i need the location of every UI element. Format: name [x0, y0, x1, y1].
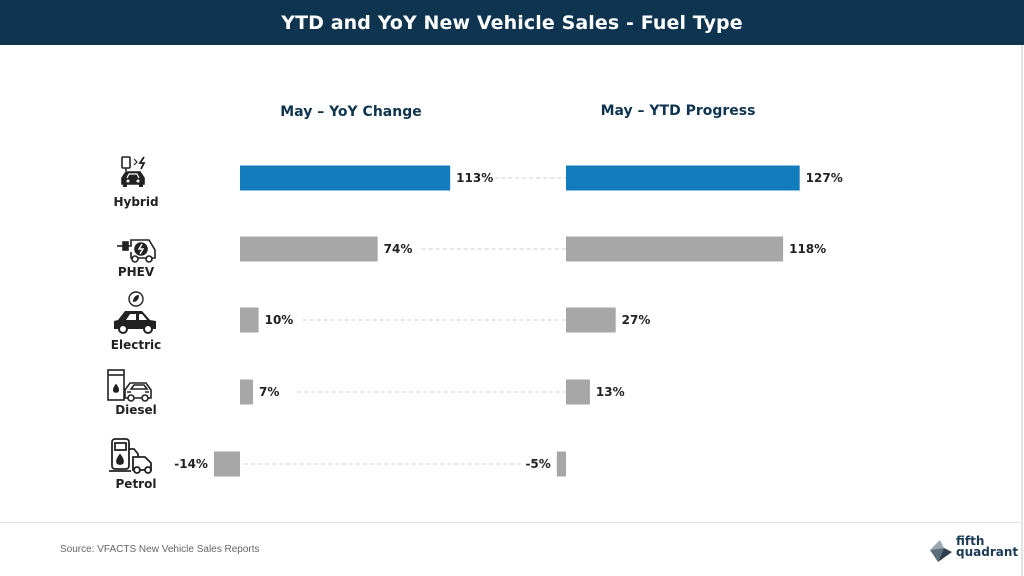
phev-car-icon: [117, 239, 156, 263]
value-label-yoy-diesel: 7%: [259, 385, 279, 399]
bar-ytd-phev: [566, 236, 784, 262]
bar-ytd-petrol: [556, 451, 566, 477]
value-label-ytd-phev: 118%: [789, 242, 826, 256]
bar-yoy-hybrid: [240, 165, 451, 191]
ytd-panel-title: May – YTD Progress: [600, 103, 756, 119]
bar-ytd-electric: [566, 307, 616, 333]
bar-yoy-diesel: [240, 379, 254, 405]
bar-ytd-diesel: [566, 379, 590, 405]
hybrid-car-icon: [121, 156, 146, 187]
category-label-electric: Electric: [111, 338, 161, 352]
value-label-ytd-hybrid: 127%: [806, 171, 843, 185]
value-label-yoy-phev: 74%: [384, 242, 413, 256]
slide-edge: [1021, 45, 1023, 576]
bar-ytd-hybrid: [566, 165, 800, 191]
category-label-diesel: Diesel: [115, 403, 157, 417]
logo-line2: quadrant: [956, 545, 1019, 559]
page-title: YTD and YoY New Vehicle Sales - Fuel Typ…: [0, 0, 1024, 45]
bar-yoy-petrol: [213, 451, 240, 477]
bar-yoy-phev: [240, 236, 378, 262]
electric-car-icon: [114, 291, 156, 334]
value-label-yoy-hybrid: 113%: [456, 171, 493, 185]
category-label-phev: PHEV: [118, 265, 155, 279]
value-label-ytd-petrol: -5%: [525, 457, 550, 471]
bar-yoy-electric: [240, 307, 259, 333]
logo-line1: fifth: [956, 534, 985, 548]
category-label-petrol: Petrol: [116, 477, 157, 491]
logo-text: fifth quadrant: [956, 534, 1019, 559]
value-label-yoy-petrol: -14%: [174, 457, 208, 471]
source-note: Source: VFACTS New Vehicle Sales Reports: [60, 544, 260, 555]
value-label-ytd-electric: 27%: [622, 313, 651, 327]
petrol-pump-icon: [109, 438, 152, 474]
logo-mark-icon: [930, 540, 952, 562]
diesel-car-icon: [107, 369, 152, 402]
value-label-yoy-electric: 10%: [265, 313, 294, 327]
yoy-panel-title: May – YoY Change: [280, 104, 422, 120]
value-label-ytd-diesel: 13%: [596, 385, 625, 399]
company-logo: fifth quadrant: [926, 534, 1019, 568]
category-label-hybrid: Hybrid: [113, 195, 158, 209]
footer-divider: [0, 522, 1021, 523]
